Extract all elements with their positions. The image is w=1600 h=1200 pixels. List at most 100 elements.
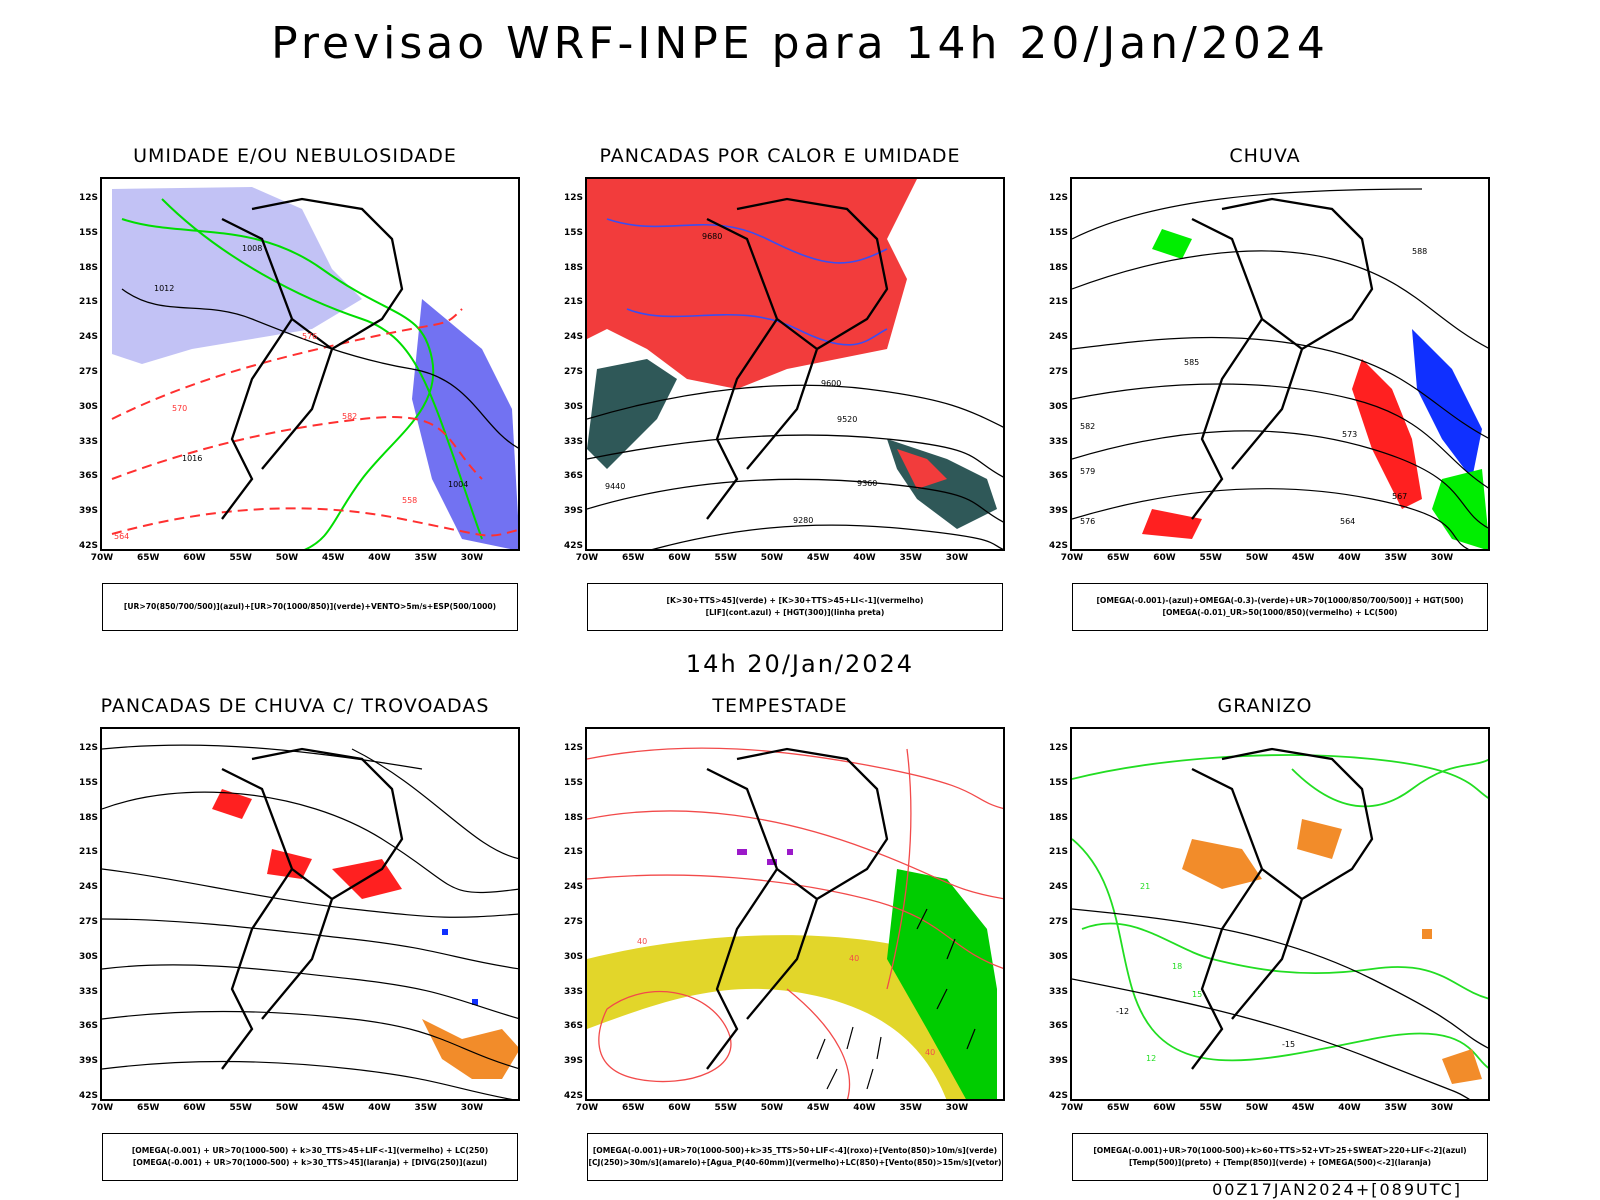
fill-blue <box>1412 329 1482 479</box>
panel-title: UMIDADE E/OU NEBULOSIDADE <box>133 145 457 167</box>
lat-tick-label: 33S <box>78 986 98 997</box>
contour-red <box>886 748 912 990</box>
lat-tick-label: 12S <box>563 193 583 203</box>
contour-label: 9280 <box>793 516 813 525</box>
streamline <box>1072 336 1488 439</box>
lon-tick-label: 60W <box>183 1103 206 1113</box>
lat-tick-label: 24S <box>1048 882 1068 893</box>
lat-tick-label: 36S <box>563 1021 583 1032</box>
footer-timestamp: 00Z17JAN2024+[089UTC] <box>1212 1180 1462 1199</box>
streamline <box>1072 383 1488 489</box>
lat-tick-label: 21S <box>78 297 98 308</box>
fill-green <box>1432 469 1488 549</box>
fill-red-2 <box>1142 509 1202 539</box>
contour-label: 40 <box>637 937 647 946</box>
lon-tick-label: 60W <box>668 1103 691 1113</box>
lat-tick-label: 36S <box>563 471 583 482</box>
panel-umidade: UMIDADE E/OU NEBULOSIDADE 1008 1012 1016… <box>60 145 530 635</box>
contour-red <box>587 810 1003 900</box>
lat-tick-label: 18S <box>78 262 98 273</box>
contour-label: 573 <box>1342 430 1357 439</box>
lat-tick-label: 36S <box>78 471 98 482</box>
contour-green <box>121 218 435 549</box>
lon-tick-label: 50W <box>760 1103 784 1113</box>
lat-tick-label: 27S <box>78 367 98 377</box>
contour-label: 579 <box>1080 467 1095 476</box>
mid-title: 14h 20/Jan/2024 <box>685 650 915 678</box>
contour-label: 1008 <box>242 244 262 253</box>
fill-yellow-jet <box>587 935 987 1099</box>
contour-label: 15 <box>1192 990 1202 999</box>
lon-tick-label: 45W <box>807 553 830 563</box>
streamline <box>1072 188 1423 240</box>
lon-tick-label: 40W <box>853 1103 876 1113</box>
lon-tick-label: 50W <box>1245 1103 1269 1113</box>
country-borders <box>1191 747 1374 1070</box>
panel-title: PANCADAS DE CHUVA C/ TROVOADAS <box>100 695 490 717</box>
fill-orange <box>1182 819 1482 1084</box>
contour-label: 40 <box>925 1048 935 1057</box>
fill-humidity-light <box>112 187 362 364</box>
lon-tick-label: 60W <box>1153 553 1176 563</box>
lon-tick-label: 35W <box>1384 553 1407 563</box>
lon-tick-label: 65W <box>622 1103 645 1113</box>
contour-labels: 1008 1012 1016 1004 576 570 564 582 558 <box>114 244 468 541</box>
contour-label: 558 <box>402 496 417 505</box>
lat-tick-label: 27S <box>78 917 98 927</box>
contour-label: 564 <box>114 532 129 541</box>
lat-tick-label: 42S <box>78 541 98 551</box>
lon-tick-label: 55W <box>1199 553 1222 563</box>
contour-label: 1004 <box>448 480 468 489</box>
contour-label: 9680 <box>702 232 722 241</box>
map-chuva: 588 585 582 579 576 573 567 564 <box>1070 177 1490 551</box>
lat-tick-label: 24S <box>78 882 98 893</box>
main-title: Previsao WRF-INPE para 14h 20/Jan/2024 <box>271 18 1329 69</box>
lat-tick-label: 15S <box>563 777 583 788</box>
legend-line: [CJ(250)>30m/s](amarelo)+[Agua_P(40-60mm… <box>588 1158 1002 1167</box>
streamline <box>1072 430 1488 529</box>
lon-tick-label: 30W <box>1430 1103 1454 1113</box>
lat-tick-label: 39S <box>563 1056 583 1067</box>
lat-tick-label: 30S <box>1048 951 1068 962</box>
lat-tick-label: 24S <box>78 332 98 343</box>
lon-tick-label: 60W <box>183 553 206 563</box>
legend-line: [OMEGA(-0.001)+UR>70(1000-500)+k>60+TTS>… <box>1093 1146 1467 1155</box>
contour-red-dashed-3 <box>111 507 518 537</box>
lat-tick-label: 18S <box>563 812 583 823</box>
contour-label: 21 <box>1140 882 1150 891</box>
hgt-contour <box>587 384 1003 428</box>
contour-label: -15 <box>1282 1040 1295 1049</box>
contour-red <box>587 874 1003 969</box>
lon-tick-label: 65W <box>1107 553 1130 563</box>
legend-box: [OMEGA(-0.001)+UR>70(1000-500)+k>60+TTS>… <box>1072 1133 1488 1181</box>
streamline <box>102 964 518 1020</box>
fill-orange <box>422 1019 518 1079</box>
legend-line: [UR>70(850/700/500)](azul)+[UR>70(1000/8… <box>123 602 497 611</box>
lat-tick-label: 12S <box>78 743 98 753</box>
legend-line: [OMEGA(-0.001) + UR>70(1000-500) + k>30_… <box>131 1146 489 1155</box>
lon-tick-label: 55W <box>714 553 737 563</box>
contour-label: 12 <box>1146 1054 1156 1063</box>
map-pancadas-calor: 9680 9600 9520 9440 9360 9280 <box>585 177 1005 551</box>
lon-tick-label: 40W <box>1338 553 1361 563</box>
lon-tick-label: 40W <box>368 1103 391 1113</box>
lon-tick-label: 45W <box>1292 553 1315 563</box>
lon-tick-label: 70W <box>1060 1103 1084 1113</box>
lon-tick-label: 40W <box>853 553 876 563</box>
lat-tick-label: 18S <box>1048 812 1068 823</box>
map-canvas: 588 585 582 579 576 573 567 564 <box>1072 188 1488 549</box>
lat-tick-label: 21S <box>563 847 583 858</box>
contour-black <box>1072 908 1488 1049</box>
contour-green <box>1072 754 1488 799</box>
lon-tick-label: 35W <box>1384 1103 1407 1113</box>
streamline <box>351 748 518 860</box>
legend-line: [K>30+TTS>45](verde) + [K>30+TTS>45+LI<-… <box>666 596 924 605</box>
contour-label: 588 <box>1412 247 1427 256</box>
lon-tick-label: 65W <box>137 1103 160 1113</box>
lat-tick-label: 27S <box>1048 367 1068 377</box>
lon-tick-label: 50W <box>275 553 299 563</box>
fill-green-small <box>1152 229 1192 259</box>
hgt-contour <box>587 478 1003 523</box>
contour-label: 9440 <box>605 482 625 491</box>
contour-label: 582 <box>1080 422 1095 431</box>
